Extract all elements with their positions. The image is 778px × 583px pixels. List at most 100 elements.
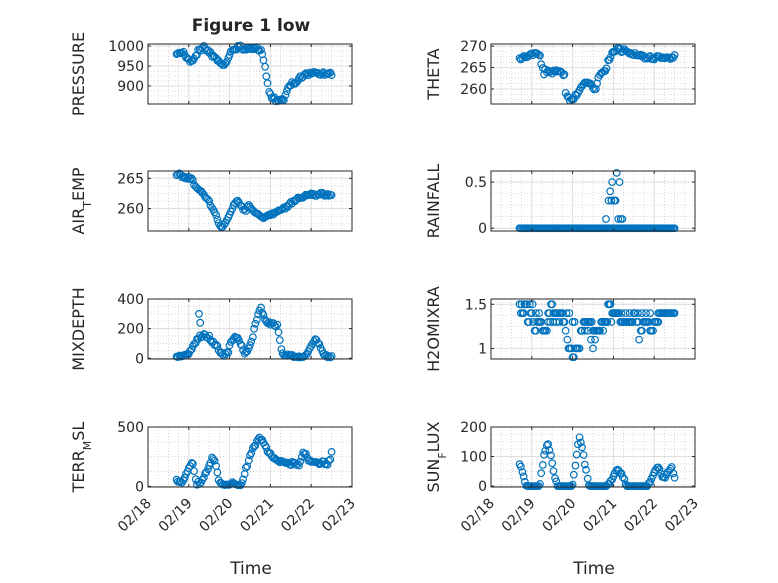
data-point <box>560 318 569 326</box>
data-point <box>275 336 284 345</box>
data-point <box>567 482 576 491</box>
panel-rainfall: 0 0.5 RAINFALL <box>424 164 696 239</box>
data-point <box>274 457 283 466</box>
data-point <box>327 447 336 456</box>
y-axis-label: RAINFALL <box>424 164 443 239</box>
data-point <box>247 337 256 346</box>
x-axis-label-right: Time <box>572 559 615 579</box>
y-tick-label: 200 <box>117 322 144 338</box>
data-point <box>209 455 218 463</box>
data-point <box>618 473 627 482</box>
data-point <box>576 438 585 447</box>
y-axis-label: TERRMSL <box>69 422 94 494</box>
y-tick-label: 200 <box>460 420 487 436</box>
y-axis-label-suffix: EMP <box>69 167 88 201</box>
axes-box <box>490 43 696 105</box>
data-point <box>599 326 608 335</box>
data-point <box>257 45 265 54</box>
data-point <box>251 319 260 328</box>
data-point <box>614 309 623 318</box>
data-point <box>196 318 205 327</box>
marker-group <box>172 433 336 490</box>
marker-group <box>172 41 336 106</box>
y-tick-label: 265 <box>460 61 487 77</box>
data-point <box>327 71 336 79</box>
y-axis-label: AIRTEMP <box>69 167 94 234</box>
data-point <box>628 318 637 326</box>
data-point <box>618 47 627 56</box>
y-axis-label: SUNFLUX <box>424 421 449 492</box>
data-point <box>538 461 547 469</box>
y-tick-label: 260 <box>117 202 144 218</box>
data-point <box>595 326 604 335</box>
data-point <box>531 309 540 318</box>
data-point <box>625 309 634 318</box>
data-point <box>670 309 679 318</box>
data-point <box>327 191 336 200</box>
data-point <box>237 479 246 488</box>
y-tick-label: 100 <box>460 450 487 466</box>
data-point <box>552 318 561 326</box>
data-point <box>224 348 233 357</box>
data-point <box>296 457 305 466</box>
data-point <box>213 468 222 477</box>
data-point <box>279 96 288 105</box>
data-point <box>633 309 642 318</box>
data-point <box>587 318 596 326</box>
data-point <box>324 456 333 465</box>
panel-pressure: 900 950 1000 PRESSURE <box>69 32 353 116</box>
data-point <box>239 475 247 484</box>
axes-box <box>490 298 696 360</box>
data-point <box>302 449 310 458</box>
data-point <box>518 468 527 476</box>
marker-group <box>515 433 679 491</box>
data-point <box>549 467 558 475</box>
data-point <box>535 309 544 318</box>
data-point <box>669 469 678 478</box>
data-point <box>571 461 580 470</box>
y-tick-label: 0 <box>478 221 487 237</box>
data-point <box>559 71 568 80</box>
y-tick-label: 265 <box>117 171 144 187</box>
data-point <box>220 220 229 229</box>
data-point <box>248 333 257 342</box>
data-point <box>562 309 571 318</box>
data-point <box>528 300 537 309</box>
data-point <box>545 446 554 454</box>
data-point <box>182 173 190 181</box>
data-point <box>620 475 629 484</box>
marker-group <box>515 168 679 233</box>
data-point <box>204 465 212 474</box>
data-point <box>183 174 192 183</box>
data-point <box>629 309 638 318</box>
data-point <box>606 187 615 196</box>
data-point <box>621 309 630 318</box>
y-axis-label-main: RAINFALL <box>424 164 443 239</box>
data-point <box>527 309 536 318</box>
data-point <box>563 335 572 344</box>
data-point <box>324 191 333 200</box>
data-point <box>525 318 533 326</box>
y-tick-label: 260 <box>460 82 487 98</box>
data-point <box>242 463 250 472</box>
data-point <box>615 178 624 186</box>
panel-h2omixra: 1 1.5 H2OMIXRA <box>424 286 696 372</box>
data-point <box>263 79 272 88</box>
data-point <box>541 446 550 455</box>
data-point <box>326 455 335 464</box>
y-axis-label-suffix: LUX <box>424 421 443 452</box>
data-point <box>191 339 200 347</box>
data-point <box>611 196 620 205</box>
y-axis-label-main: SUN <box>424 459 443 493</box>
data-point <box>654 309 663 318</box>
panel-mixdepth: 0 200 400 MIXDEPTH <box>69 287 353 371</box>
data-point <box>591 335 599 344</box>
data-point <box>575 433 584 442</box>
data-point <box>213 215 222 224</box>
data-point <box>205 331 214 340</box>
data-point <box>587 335 595 344</box>
data-point <box>617 309 626 318</box>
data-point <box>560 70 569 79</box>
y-tick-label: 0 <box>135 479 144 495</box>
